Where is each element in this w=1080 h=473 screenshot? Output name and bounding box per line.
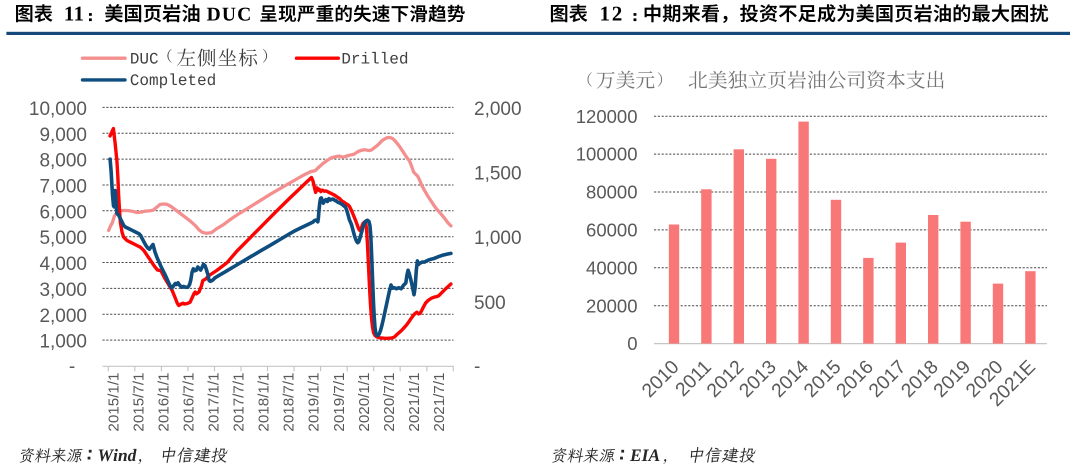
svg-text:2018/1/1: 2018/1/1 bbox=[256, 373, 273, 432]
svg-text:2020/7/1: 2020/7/1 bbox=[381, 373, 398, 432]
svg-text:2,000: 2,000 bbox=[474, 99, 522, 120]
svg-text:6,000: 6,000 bbox=[39, 202, 87, 223]
svg-text:1,000: 1,000 bbox=[474, 228, 522, 249]
svg-text:120000: 120000 bbox=[576, 106, 638, 127]
svg-text:9,000: 9,000 bbox=[39, 125, 87, 146]
svg-text:2018: 2018 bbox=[898, 357, 943, 402]
svg-text:2015/1/1: 2015/1/1 bbox=[105, 373, 122, 432]
svg-text:3,000: 3,000 bbox=[39, 280, 87, 301]
svg-text:2017/7/1: 2017/7/1 bbox=[231, 373, 248, 432]
svg-text:2012: 2012 bbox=[703, 357, 748, 402]
svg-text:2017: 2017 bbox=[865, 357, 910, 402]
svg-text:1,000: 1,000 bbox=[39, 332, 87, 353]
svg-text:2016/1/1: 2016/1/1 bbox=[155, 373, 172, 432]
svg-text:2,000: 2,000 bbox=[39, 306, 87, 327]
svg-text:2021/1/1: 2021/1/1 bbox=[406, 373, 423, 432]
svg-text:2017/1/1: 2017/1/1 bbox=[206, 373, 223, 432]
svg-text:1,500: 1,500 bbox=[474, 164, 522, 185]
svg-text:-: - bbox=[474, 357, 480, 378]
svg-text:500: 500 bbox=[474, 293, 506, 314]
svg-text:2021/7/1: 2021/7/1 bbox=[431, 373, 448, 432]
svg-text:4,000: 4,000 bbox=[39, 254, 87, 275]
svg-text:2013: 2013 bbox=[736, 357, 781, 402]
svg-text:60000: 60000 bbox=[586, 220, 637, 241]
svg-text:-: - bbox=[69, 357, 75, 378]
svg-text:2018/7/1: 2018/7/1 bbox=[281, 373, 298, 432]
svg-text:2014: 2014 bbox=[768, 356, 813, 401]
svg-text:80000: 80000 bbox=[586, 182, 637, 203]
svg-text:20000: 20000 bbox=[586, 295, 637, 316]
svg-text:2015: 2015 bbox=[800, 357, 845, 402]
svg-text:2020/1/1: 2020/1/1 bbox=[356, 373, 373, 432]
svg-text:2019: 2019 bbox=[930, 357, 975, 402]
svg-text:2016/7/1: 2016/7/1 bbox=[180, 373, 197, 432]
svg-text:2016: 2016 bbox=[833, 357, 878, 402]
svg-text:2019/7/1: 2019/7/1 bbox=[331, 373, 348, 432]
svg-text:2019/1/1: 2019/1/1 bbox=[306, 373, 323, 432]
svg-text:2015/7/1: 2015/7/1 bbox=[130, 373, 147, 432]
svg-text:10,000: 10,000 bbox=[29, 99, 87, 120]
svg-text:0: 0 bbox=[627, 333, 637, 354]
svg-text:40000: 40000 bbox=[586, 257, 637, 278]
svg-text:8,000: 8,000 bbox=[39, 151, 87, 172]
svg-text:100000: 100000 bbox=[576, 144, 638, 165]
svg-text:7,000: 7,000 bbox=[39, 177, 87, 198]
svg-text:2010: 2010 bbox=[638, 357, 683, 402]
svg-text:5,000: 5,000 bbox=[39, 228, 87, 249]
